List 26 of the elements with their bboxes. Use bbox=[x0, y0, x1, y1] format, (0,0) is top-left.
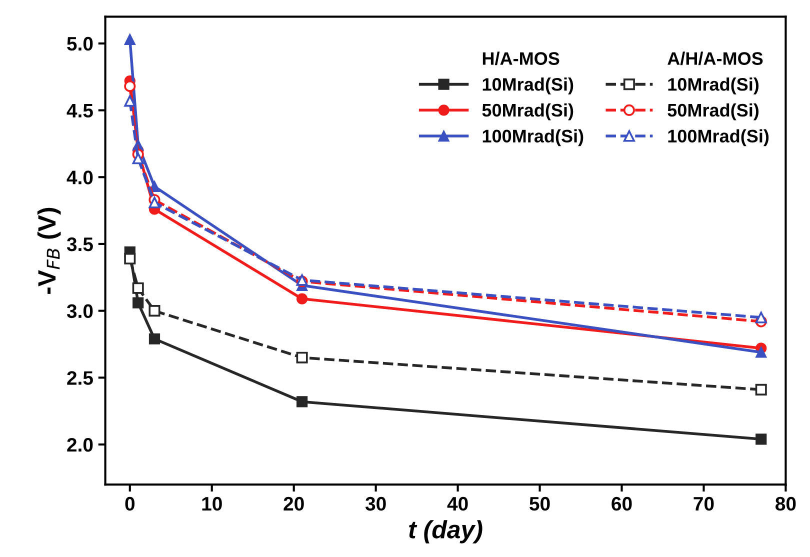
x-tick-label: 30 bbox=[365, 496, 386, 511]
legend-label: 10Mrad(Si) bbox=[668, 78, 759, 94]
y-tick-label: 3.5 bbox=[66, 237, 93, 252]
text: A/H/A-MOS bbox=[668, 52, 763, 66]
legend-label: 10Mrad(Si) bbox=[482, 78, 574, 94]
x-axis-title: t (day) bbox=[409, 520, 482, 544]
x-tick-label: 80 bbox=[776, 496, 796, 511]
x-tick-label: 70 bbox=[694, 496, 714, 511]
x-tick-label: 0 bbox=[125, 496, 135, 511]
text: H/A-MOS bbox=[482, 52, 560, 66]
legend-label: 100Mrad(Si) bbox=[482, 129, 584, 146]
x-tick-label: 10 bbox=[202, 496, 222, 511]
x-tick-label: 20 bbox=[284, 496, 304, 511]
x-tick-label: 60 bbox=[612, 496, 632, 511]
legend-label: 100Mrad(Si) bbox=[668, 129, 769, 146]
y-tick-label: 4.5 bbox=[66, 104, 93, 118]
legend-label: 50Mrad(Si) bbox=[482, 103, 574, 120]
y-axis-title: -V$_{FB}$ (V) bbox=[37, 208, 61, 294]
x-tick-label: 50 bbox=[530, 496, 550, 511]
x-tick-label: 40 bbox=[447, 496, 468, 511]
y-tick-label: 5.0 bbox=[67, 36, 93, 51]
legend-label: 50Mrad(Si) bbox=[668, 103, 759, 120]
y-tick-label: 2.0 bbox=[67, 438, 93, 452]
y-tick-label: 2.5 bbox=[67, 371, 93, 385]
y-tick-label: 3.0 bbox=[66, 304, 93, 318]
y-tick-label: 4.0 bbox=[66, 170, 93, 184]
